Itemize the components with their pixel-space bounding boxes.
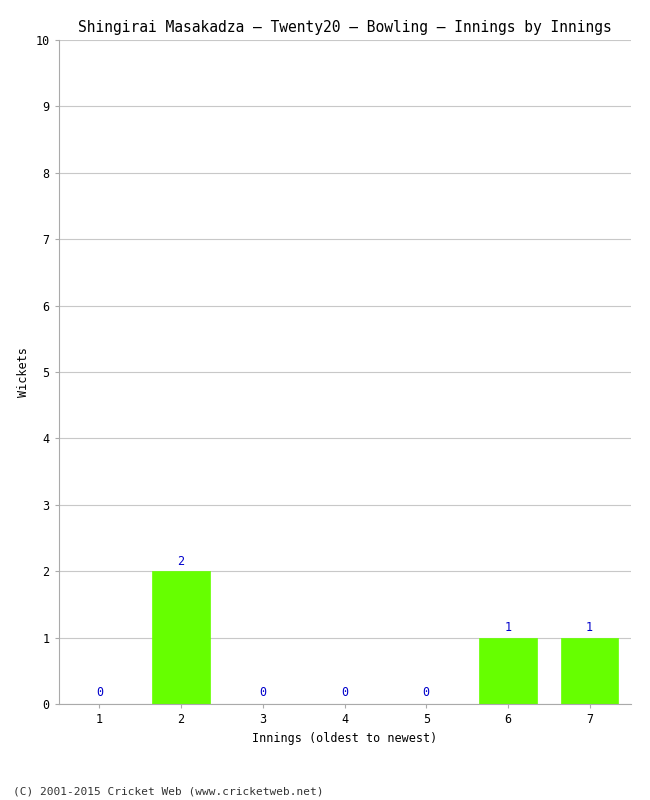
Text: 0: 0 bbox=[96, 686, 103, 699]
Text: 1: 1 bbox=[586, 622, 593, 634]
Text: 0: 0 bbox=[259, 686, 266, 699]
Text: 1: 1 bbox=[504, 622, 512, 634]
Text: 2: 2 bbox=[177, 555, 185, 568]
Text: 0: 0 bbox=[422, 686, 430, 699]
Text: 0: 0 bbox=[341, 686, 348, 699]
Title: Shingirai Masakadza – Twenty20 – Bowling – Innings by Innings: Shingirai Masakadza – Twenty20 – Bowling… bbox=[77, 20, 612, 34]
X-axis label: Innings (oldest to newest): Innings (oldest to newest) bbox=[252, 731, 437, 745]
Text: (C) 2001-2015 Cricket Web (www.cricketweb.net): (C) 2001-2015 Cricket Web (www.cricketwe… bbox=[13, 786, 324, 796]
Bar bbox=[479, 638, 536, 704]
Y-axis label: Wickets: Wickets bbox=[17, 347, 30, 397]
Bar bbox=[153, 571, 210, 704]
Bar bbox=[561, 638, 618, 704]
